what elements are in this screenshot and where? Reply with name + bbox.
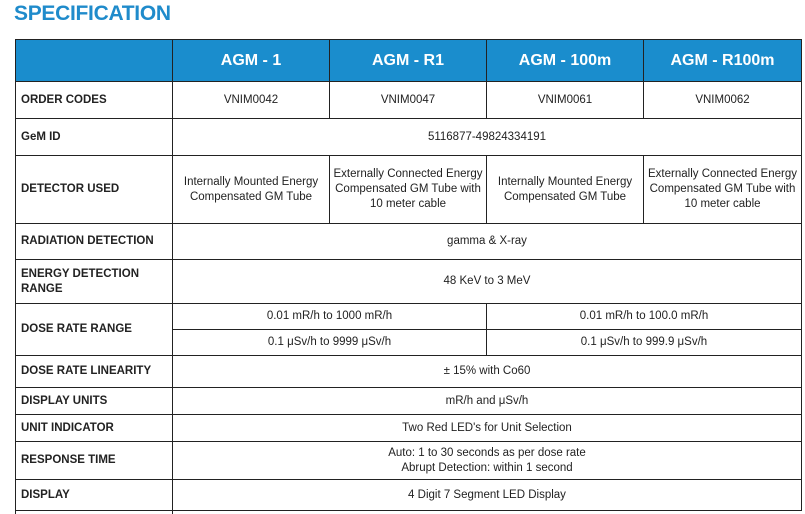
row-label: DISPLAY UNITS bbox=[15, 387, 173, 415]
row-label: DOSE RATE RANGE bbox=[15, 303, 173, 356]
cell: gamma & X-ray bbox=[172, 223, 802, 260]
cell: Two Red LED's for Unit Selection bbox=[172, 414, 802, 442]
header-row: AGM - 1 AGM - R1 AGM - 100m AGM - R100m bbox=[15, 39, 802, 82]
specification-table: AGM - 1 AGM - R1 AGM - 100m AGM - R100m … bbox=[15, 39, 802, 511]
row-label: DETECTOR USED bbox=[15, 155, 173, 224]
row-display: DISPLAY 4 Digit 7 Segment LED Display bbox=[15, 479, 802, 511]
model-header: AGM - 1 bbox=[172, 39, 330, 82]
row-dose-rate: DOSE RATE RANGE 0.01 mR/h to 1000 mR/h 0… bbox=[15, 303, 802, 356]
row-gem-id: GeM ID 5116877-49824334191 bbox=[15, 118, 802, 156]
model-header: AGM - 100m bbox=[486, 39, 644, 82]
model-header: AGM - R100m bbox=[643, 39, 802, 82]
cell: Externally Connected Energy Compensated … bbox=[329, 155, 487, 224]
model-header: AGM - R1 bbox=[329, 39, 487, 82]
response-line-2: Abrupt Detection: within 1 second bbox=[401, 461, 573, 474]
row-label: UNIT INDICATOR bbox=[15, 414, 173, 442]
row-label: RADIATION DETECTION bbox=[15, 223, 173, 260]
response-line-1: Auto: 1 to 30 seconds as per dose rate bbox=[388, 446, 586, 459]
row-order-codes: ORDER CODES VNIM0042 VNIM0047 VNIM0061 V… bbox=[15, 81, 802, 119]
row-label: RESPONSE TIME bbox=[15, 441, 173, 480]
row-dose-rate-sv: 0.1 μSv/h to 9999 μSv/h 0.1 μSv/h to 999… bbox=[16, 329, 802, 356]
cell: 0.01 mR/h to 1000 mR/h bbox=[172, 303, 487, 330]
cell: 0.01 mR/h to 100.0 mR/h bbox=[486, 303, 802, 330]
row-radiation: RADIATION DETECTION gamma & X-ray bbox=[15, 223, 802, 260]
row-display-units: DISPLAY UNITS mR/h and μSv/h bbox=[15, 387, 802, 415]
page-title: SPECIFICATION bbox=[14, 2, 171, 25]
cell: ± 15% with Co60 bbox=[172, 355, 802, 388]
cell: Internally Mounted Energy Compensated GM… bbox=[172, 155, 330, 224]
cell: VNIM0062 bbox=[643, 81, 802, 119]
header-blank bbox=[15, 39, 173, 82]
row-label: GeM ID bbox=[15, 118, 173, 156]
cell: 5116877-49824334191 bbox=[172, 118, 802, 156]
row-detector: DETECTOR USED Internally Mounted Energy … bbox=[15, 155, 802, 224]
cell: 0.1 μSv/h to 9999 μSv/h bbox=[172, 329, 487, 356]
cell: mR/h and μSv/h bbox=[172, 387, 802, 415]
next-row-partial bbox=[15, 510, 802, 514]
cell: Auto: 1 to 30 seconds as per dose rate A… bbox=[172, 441, 802, 480]
row-label: DISPLAY bbox=[15, 479, 173, 511]
divider bbox=[172, 510, 173, 514]
cell: Internally Mounted Energy Compensated GM… bbox=[486, 155, 644, 224]
cell: VNIM0061 bbox=[486, 81, 644, 119]
cell: 48 KeV to 3 MeV bbox=[172, 259, 802, 304]
row-energy: ENERGY DETECTION RANGE 48 KeV to 3 MeV bbox=[15, 259, 802, 304]
row-unit-indicator: UNIT INDICATOR Two Red LED's for Unit Se… bbox=[15, 414, 802, 442]
row-label: DOSE RATE LINEARITY bbox=[15, 355, 173, 388]
cell: 4 Digit 7 Segment LED Display bbox=[172, 479, 802, 511]
row-label: ENERGY DETECTION RANGE bbox=[15, 259, 173, 304]
cell: VNIM0042 bbox=[172, 81, 330, 119]
cell: 0.1 μSv/h to 999.9 μSv/h bbox=[486, 329, 802, 356]
row-linearity: DOSE RATE LINEARITY ± 15% with Co60 bbox=[15, 355, 802, 388]
row-label: ORDER CODES bbox=[15, 81, 173, 119]
cell: Externally Connected Energy Compensated … bbox=[643, 155, 802, 224]
cell: VNIM0047 bbox=[329, 81, 487, 119]
row-response-time: RESPONSE TIME Auto: 1 to 30 seconds as p… bbox=[15, 441, 802, 480]
